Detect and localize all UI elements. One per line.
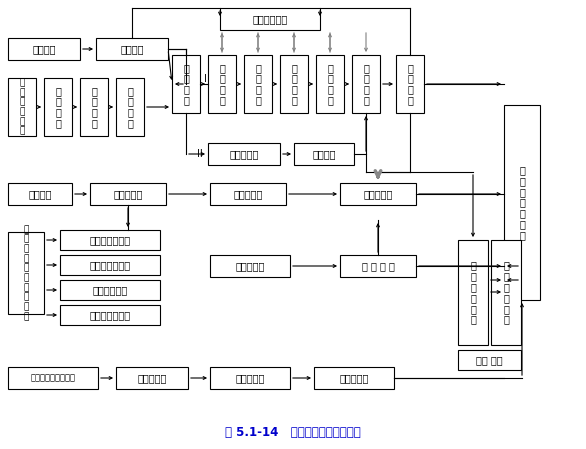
- Bar: [116, 367, 188, 389]
- Text: 配
比
试
验: 配 比 试 验: [55, 86, 61, 128]
- Bar: [491, 240, 521, 345]
- Bar: [458, 350, 521, 370]
- Bar: [220, 8, 320, 30]
- Bar: [96, 38, 168, 60]
- Bar: [80, 78, 108, 136]
- Text: 混凝土运输: 混凝土运输: [339, 373, 369, 383]
- Text: 测斜预埋管组装: 测斜预埋管组装: [90, 310, 131, 320]
- Bar: [8, 78, 36, 136]
- Text: 仪器率定成型: 仪器率定成型: [93, 285, 128, 295]
- Bar: [8, 183, 72, 205]
- Text: 组装预埋灌浆管: 组装预埋灌浆管: [90, 235, 131, 245]
- Bar: [210, 255, 290, 277]
- Text: 制
储
泥
浆: 制 储 泥 浆: [91, 86, 97, 128]
- Bar: [280, 55, 308, 113]
- Text: 泥
浆
输
送: 泥 浆 输 送: [127, 86, 133, 128]
- Text: 铣削至终孔: 铣削至终孔: [229, 149, 258, 159]
- Text: 混凝土拌合: 混凝土拌合: [236, 373, 265, 383]
- Text: 清
孔
验
收: 清 孔 验 收: [407, 63, 413, 105]
- Text: 设备安装: 设备安装: [120, 44, 144, 54]
- Bar: [60, 305, 160, 325]
- Text: 接头刷洗: 接头刷洗: [312, 149, 336, 159]
- Text: 墙
下
灌
浆
施
工: 墙 下 灌 浆 施 工: [470, 260, 476, 325]
- Text: 浇
注
水
下
砼
成
墙: 浇 注 水 下 砼 成 墙: [519, 165, 525, 240]
- Bar: [116, 78, 144, 136]
- Bar: [458, 240, 488, 345]
- Bar: [172, 55, 200, 113]
- Bar: [314, 367, 394, 389]
- Text: 钢筋笼加工: 钢筋笼加工: [113, 189, 142, 199]
- Bar: [294, 143, 354, 165]
- Text: 钢筋笼运输: 钢筋笼运输: [233, 189, 263, 199]
- Bar: [60, 255, 160, 275]
- Bar: [8, 232, 44, 314]
- Text: 其它预埋件组装: 其它预埋件组装: [90, 260, 131, 270]
- Bar: [44, 78, 72, 136]
- Text: 钢筋进货: 钢筋进货: [28, 189, 52, 199]
- Bar: [60, 230, 160, 250]
- Text: 铣
削
主
孔: 铣 削 主 孔: [219, 63, 225, 105]
- Text: 基
岩
鉴
定: 基 岩 鉴 定: [291, 63, 297, 105]
- Text: 砼配比试验: 砼配比试验: [137, 373, 166, 383]
- Bar: [396, 55, 424, 113]
- Text: 抓
斗
开
孔: 抓 斗 开 孔: [183, 63, 189, 105]
- Text: 泥浆循环系统: 泥浆循环系统: [253, 14, 288, 24]
- Bar: [340, 255, 416, 277]
- Text: 导 管 下 设: 导 管 下 设: [362, 261, 394, 271]
- Bar: [8, 38, 80, 60]
- Text: 铣
削
副
孔: 铣 削 副 孔: [255, 63, 261, 105]
- Text: 钢
管
监
测
仪
器
购
置
检
测: 钢 管 监 测 仪 器 购 置 检 测: [23, 225, 29, 321]
- Text: 清
孔
换
浆: 清 孔 换 浆: [363, 63, 369, 105]
- Bar: [316, 55, 344, 113]
- Bar: [340, 183, 416, 205]
- Bar: [210, 367, 290, 389]
- Text: （预 案）: （预 案）: [476, 355, 503, 365]
- Bar: [90, 183, 166, 205]
- Text: 成
槽
验
收: 成 槽 验 收: [327, 63, 333, 105]
- Text: 施工准备: 施工准备: [32, 44, 56, 54]
- Text: II: II: [197, 149, 203, 159]
- Bar: [210, 183, 286, 205]
- Bar: [208, 55, 236, 113]
- Text: 配置砼导管: 配置砼导管: [236, 261, 265, 271]
- Text: 水泥、砂石骨料进货: 水泥、砂石骨料进货: [30, 374, 76, 383]
- Bar: [8, 367, 98, 389]
- Bar: [352, 55, 380, 113]
- Text: 钢筋笼下设: 钢筋笼下设: [363, 189, 393, 199]
- Text: 膨
润
土
等
进
货: 膨 润 土 等 进 货: [19, 78, 25, 136]
- Bar: [208, 143, 280, 165]
- Bar: [504, 105, 540, 300]
- Text: 接
缝
高
喷
施
工: 接 缝 高 喷 施 工: [503, 260, 509, 325]
- Bar: [244, 55, 272, 113]
- Text: 图 5.1-14   地连墙施工工艺流程图: 图 5.1-14 地连墙施工工艺流程图: [225, 426, 361, 439]
- Text: I: I: [203, 74, 206, 84]
- Bar: [60, 280, 160, 300]
